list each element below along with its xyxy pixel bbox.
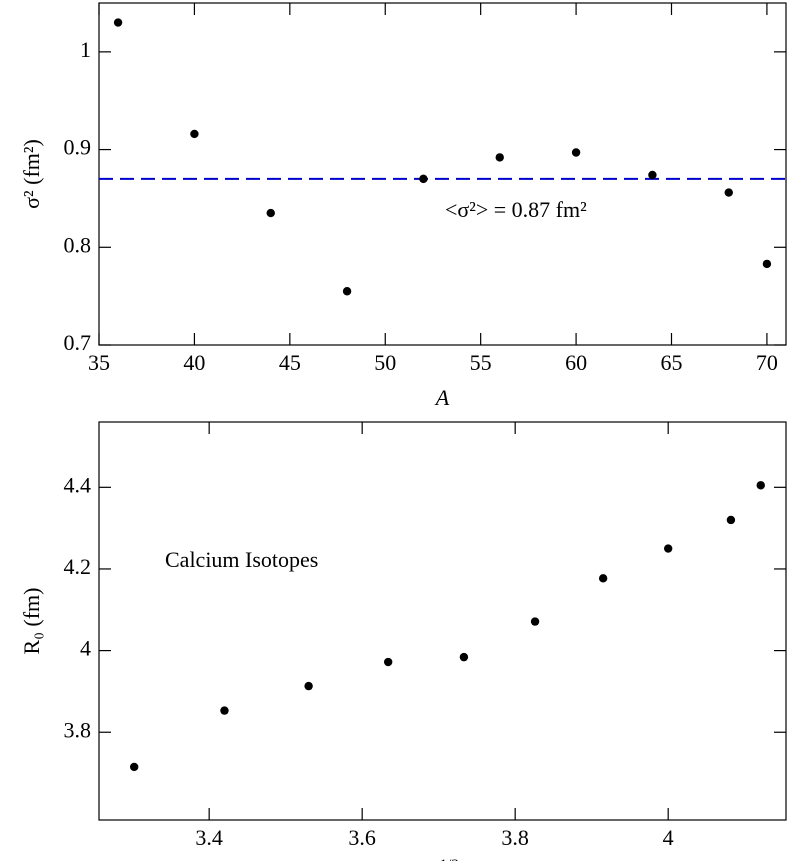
data-point	[113, 18, 123, 27]
x-tick-label: 40	[183, 350, 205, 375]
data-point	[220, 706, 229, 715]
data-point	[459, 652, 469, 662]
data-point	[726, 515, 736, 525]
y-tick-label: 4.4	[64, 472, 92, 497]
plot-frame	[98, 2, 787, 346]
data-point	[762, 259, 772, 269]
data-point	[266, 208, 275, 218]
y-tick-label: 3.8	[64, 717, 92, 742]
y-tick-label: 0.9	[64, 135, 92, 160]
x-tick-label: 3.6	[348, 825, 376, 850]
x-tick-label: 45	[279, 350, 301, 375]
y-tick-label: 0.8	[64, 232, 92, 257]
data-point	[648, 170, 657, 180]
x-label-sup: 1/3	[440, 857, 459, 861]
data-point	[571, 148, 581, 157]
x-axis-label: A	[434, 385, 450, 410]
x-tick-label: 3.8	[501, 825, 529, 850]
y-tick-label: 4	[80, 636, 91, 661]
annotation: <σ²> = 0.87 fm²	[445, 197, 587, 222]
x-axis-label: A1/3	[424, 857, 459, 861]
data-point	[383, 657, 393, 667]
x-tick-label: 4	[663, 825, 674, 850]
data-point	[190, 129, 199, 139]
y-axis-label: R₀ (fm)	[19, 588, 44, 655]
y-tick-label: 1	[80, 37, 91, 62]
plot-frame	[98, 421, 787, 821]
y-tick-label: 4.2	[64, 554, 92, 579]
y-axis-label: σ² (fm²)	[19, 139, 44, 209]
x-tick-label: 60	[565, 350, 587, 375]
x-tick-label: 50	[374, 350, 396, 375]
data-point	[530, 617, 540, 626]
x-tick-label: 70	[756, 350, 778, 375]
data-point	[724, 188, 733, 197]
y-tick-label: 0.7	[64, 330, 92, 355]
annotation: Calcium Isotopes	[165, 547, 318, 572]
x-tick-label: 65	[661, 350, 683, 375]
x-tick-label: 3.4	[195, 825, 223, 850]
data-point	[129, 762, 139, 772]
data-point	[663, 544, 673, 553]
x-label-base: A	[434, 385, 450, 410]
data-point	[419, 174, 428, 184]
data-point	[598, 574, 608, 583]
data-point	[756, 481, 765, 490]
data-point	[304, 681, 313, 691]
data-point	[342, 287, 352, 296]
x-tick-label: 55	[470, 350, 492, 375]
data-point	[495, 153, 504, 162]
x-tick-label: 35	[88, 350, 110, 375]
